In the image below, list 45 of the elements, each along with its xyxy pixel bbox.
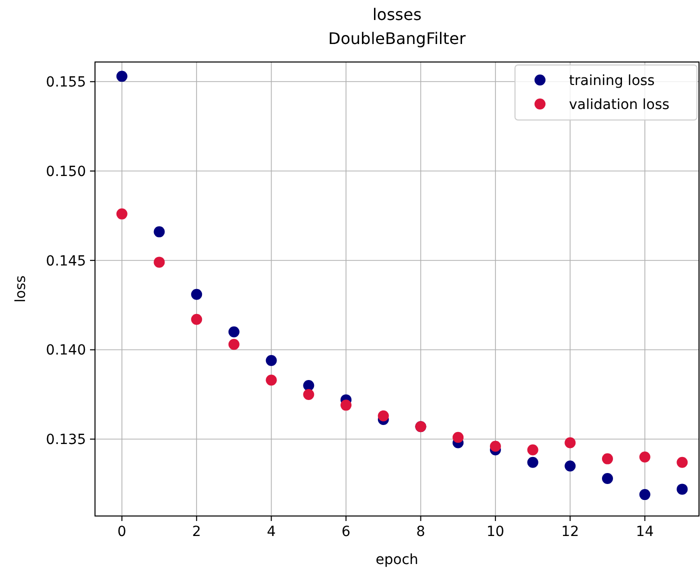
- point: [527, 444, 538, 456]
- point: [378, 410, 389, 422]
- point: [303, 388, 314, 400]
- point: [564, 460, 576, 472]
- point: [116, 70, 128, 82]
- y-tick-label: 0.150: [46, 164, 86, 180]
- legend-label: validation loss: [569, 96, 670, 113]
- point: [303, 380, 314, 392]
- point: [676, 484, 688, 495]
- point: [154, 226, 165, 238]
- y-tick-label: 0.135: [46, 432, 86, 448]
- point: [527, 456, 538, 468]
- x-axis-title: epoch: [376, 552, 418, 568]
- y-tick-label: 0.145: [46, 253, 86, 270]
- y-axis-title: loss: [13, 275, 29, 303]
- point: [602, 472, 613, 484]
- point: [191, 314, 202, 325]
- x-tick-label: 6: [342, 524, 351, 540]
- point: [639, 452, 650, 463]
- x-tick-label: 4: [266, 524, 276, 540]
- point: [191, 288, 202, 300]
- y-tick-label: 0.155: [46, 74, 86, 91]
- point: [564, 437, 576, 448]
- point: [602, 453, 613, 464]
- chart-subtitle: DoubleBangFilter: [328, 29, 466, 48]
- point: [154, 256, 165, 268]
- point: [228, 338, 240, 350]
- point: [676, 456, 688, 468]
- point: [266, 354, 277, 366]
- point: [228, 326, 240, 338]
- point: [452, 432, 464, 443]
- legend-label: training loss: [569, 72, 655, 89]
- point: [116, 208, 128, 220]
- point: [490, 440, 501, 452]
- x-tick-label: 12: [561, 524, 580, 540]
- x-tick-label: 10: [486, 524, 504, 540]
- point: [340, 400, 352, 411]
- x-tick-label: 14: [636, 524, 654, 540]
- x-tick-label: 2: [192, 524, 202, 540]
- chart-title: losses: [372, 5, 422, 24]
- x-tick-label: 8: [416, 524, 426, 540]
- x-tick-label: 0: [117, 524, 126, 540]
- point: [266, 374, 277, 386]
- y-tick-label: 0.140: [46, 342, 86, 359]
- point: [639, 489, 650, 500]
